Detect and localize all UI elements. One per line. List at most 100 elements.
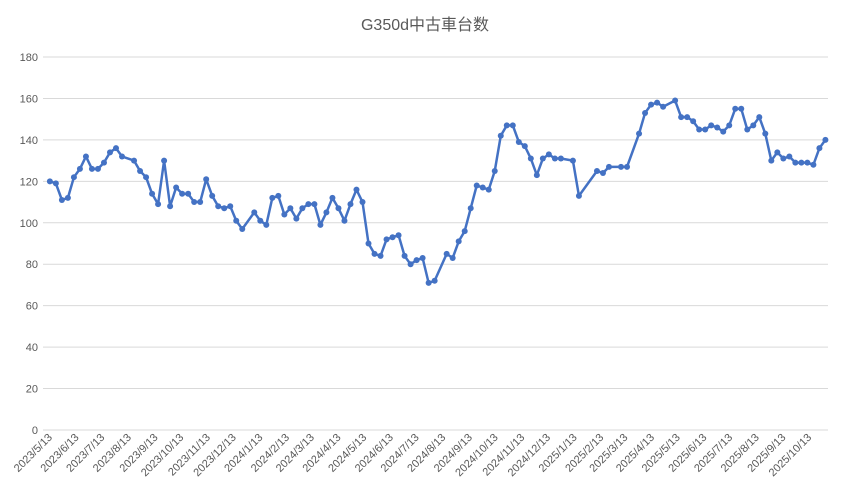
data-point (425, 279, 432, 286)
data-point (389, 234, 396, 241)
data-point (714, 124, 721, 131)
data-point (293, 215, 300, 222)
data-point (149, 190, 156, 197)
data-point (299, 205, 306, 212)
data-point (684, 114, 691, 121)
y-tick-label: 80 (26, 259, 38, 271)
data-point (786, 153, 793, 160)
data-point (275, 192, 282, 199)
y-tick-label: 60 (26, 301, 38, 313)
data-point (593, 167, 600, 174)
data-point (810, 161, 817, 168)
chart-title: G350d中古車台数 (361, 16, 489, 34)
data-point (443, 250, 450, 257)
data-point (720, 128, 727, 135)
data-point (636, 130, 643, 137)
data-point (575, 192, 582, 199)
data-point (449, 255, 456, 262)
data-point (702, 126, 709, 133)
data-point (780, 155, 787, 162)
data-point (672, 97, 679, 104)
data-point (521, 143, 528, 150)
data-point (383, 236, 390, 243)
data-point (269, 194, 276, 201)
data-point (215, 203, 222, 210)
data-point (509, 122, 516, 129)
data-point (64, 194, 71, 201)
data-point (413, 257, 420, 264)
y-tick-label: 20 (26, 384, 38, 396)
data-point (239, 225, 246, 232)
data-point (804, 159, 811, 166)
data-point (227, 203, 234, 210)
data-point (323, 209, 330, 216)
data-point (317, 221, 324, 228)
data-point (491, 167, 498, 174)
data-point (263, 221, 270, 228)
data-point (599, 170, 606, 177)
data-point (46, 178, 53, 185)
data-point (503, 122, 510, 129)
data-point (497, 132, 504, 139)
data-point (335, 205, 342, 212)
data-point (311, 201, 318, 208)
data-point (431, 277, 438, 284)
data-point (485, 186, 492, 193)
data-point (401, 252, 408, 259)
data-point (359, 199, 366, 206)
data-point (365, 240, 372, 247)
data-point (395, 232, 402, 239)
data-point (642, 109, 649, 116)
data-point (233, 217, 240, 224)
data-point (533, 172, 540, 179)
y-tick-label: 180 (20, 52, 38, 64)
data-point (660, 103, 667, 110)
data-point (708, 122, 715, 129)
data-point (798, 159, 805, 166)
data-point (203, 176, 210, 183)
data-point (179, 190, 186, 197)
y-tick-label: 40 (26, 342, 38, 354)
data-point (744, 126, 751, 133)
data-point (467, 205, 474, 212)
data-point (94, 165, 101, 172)
data-point (551, 155, 558, 162)
data-point (137, 167, 144, 174)
data-point (696, 126, 703, 133)
data-point (167, 203, 174, 210)
data-point (100, 159, 107, 166)
data-point (329, 194, 336, 201)
data-point (756, 114, 763, 121)
data-point (70, 174, 77, 181)
data-point (527, 155, 534, 162)
data-point (251, 209, 258, 216)
data-point (654, 99, 661, 106)
y-tick-label: 160 (20, 93, 38, 105)
data-point (353, 186, 360, 193)
data-point (690, 118, 697, 125)
data-point (287, 205, 294, 212)
data-point (377, 252, 384, 259)
data-point (774, 149, 781, 156)
data-point (161, 157, 168, 164)
data-point (197, 199, 204, 206)
data-point (419, 255, 426, 262)
data-point (131, 157, 138, 164)
data-point (76, 165, 83, 172)
data-point (407, 261, 414, 268)
data-point (624, 163, 631, 170)
data-point (113, 145, 120, 152)
data-point (88, 165, 95, 172)
data-point (455, 238, 462, 245)
data-point (143, 174, 150, 181)
data-point (738, 105, 745, 112)
data-point (479, 184, 486, 191)
y-tick-label: 140 (20, 135, 38, 147)
data-point (822, 136, 829, 143)
data-point (106, 149, 113, 156)
data-point (618, 163, 625, 170)
data-point (792, 159, 799, 166)
data-point (347, 201, 354, 208)
